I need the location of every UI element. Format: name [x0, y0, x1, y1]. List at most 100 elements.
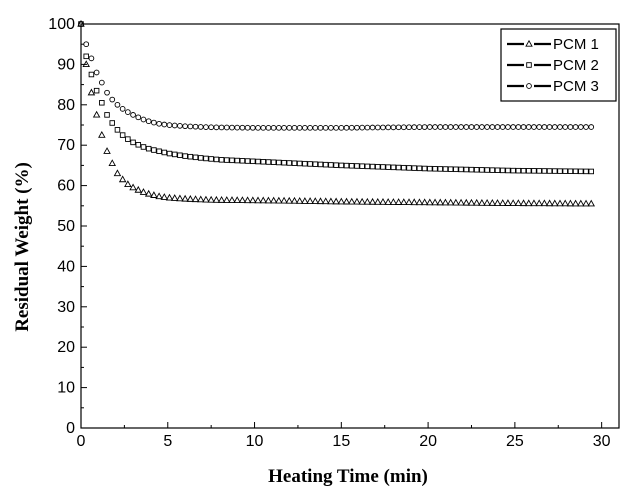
- y-tick-label: 50: [57, 218, 75, 235]
- data-point: [328, 124, 334, 131]
- legend-marker: [526, 83, 532, 89]
- data-point: [541, 124, 548, 130]
- data-point: [125, 136, 131, 142]
- data-point: [401, 164, 407, 171]
- data-point: [447, 124, 454, 130]
- data-point: [337, 197, 346, 205]
- data-point: [493, 199, 502, 206]
- data-point: [291, 124, 298, 131]
- data-point: [129, 183, 137, 191]
- data-point: [411, 124, 418, 130]
- data-point: [223, 124, 230, 131]
- data-point: [566, 199, 575, 207]
- data-point: [233, 196, 241, 203]
- data-point: [99, 100, 105, 106]
- data-point: [405, 198, 413, 206]
- data-point: [281, 124, 287, 131]
- data-point: [557, 168, 563, 174]
- data-point: [458, 124, 464, 130]
- data-point: [317, 161, 324, 168]
- data-point: [562, 124, 569, 130]
- data-point: [583, 124, 589, 130]
- data-point: [249, 124, 256, 131]
- data-point: [578, 168, 584, 175]
- y-tick-label: 20: [57, 339, 75, 356]
- data-point: [139, 188, 148, 195]
- data-point: [161, 149, 168, 156]
- data-point: [144, 189, 153, 197]
- data-point: [98, 130, 106, 138]
- data-point: [395, 164, 402, 171]
- data-point: [130, 112, 136, 118]
- data-point: [484, 167, 490, 173]
- data-point: [505, 124, 511, 130]
- data-point: [156, 120, 162, 127]
- data-point: [536, 124, 543, 130]
- data-point: [526, 168, 532, 174]
- data-point: [307, 161, 313, 167]
- data-point: [421, 165, 428, 172]
- data-point: [515, 167, 522, 174]
- data-point: [389, 198, 398, 205]
- data-point: [483, 198, 491, 206]
- data-point: [114, 101, 121, 108]
- data-point: [134, 185, 143, 193]
- data-point: [379, 198, 387, 205]
- data-point: [457, 198, 465, 206]
- x-tick-label: 0: [77, 433, 86, 450]
- data-point: [281, 159, 287, 166]
- data-point: [171, 122, 178, 129]
- data-point: [442, 124, 449, 130]
- data-point: [333, 124, 339, 131]
- data-point: [354, 124, 360, 131]
- data-point: [280, 196, 288, 204]
- data-point: [191, 195, 200, 203]
- data-point: [286, 160, 293, 166]
- data-point: [421, 124, 428, 130]
- data-point: [208, 156, 214, 162]
- data-point: [125, 109, 131, 115]
- data-point: [255, 124, 261, 131]
- data-point: [92, 110, 101, 118]
- data-point: [567, 168, 574, 174]
- data-point: [307, 124, 313, 131]
- data-point: [577, 199, 585, 207]
- data-point: [359, 163, 365, 169]
- data-point: [468, 124, 475, 130]
- y-tick-label: 100: [48, 16, 75, 33]
- data-point: [358, 197, 366, 205]
- data-point: [182, 153, 188, 159]
- data-point: [312, 124, 319, 131]
- data-point: [494, 167, 501, 173]
- data-point: [83, 41, 90, 48]
- data-point: [453, 124, 459, 130]
- x-tick-label: 30: [593, 433, 611, 450]
- data-point: [411, 165, 417, 171]
- data-point: [234, 157, 240, 164]
- data-point: [306, 197, 314, 204]
- data-point: [488, 199, 497, 206]
- x-tick-label: 25: [506, 433, 524, 450]
- data-point: [562, 168, 568, 174]
- data-point: [177, 122, 183, 129]
- data-point: [348, 163, 355, 169]
- data-point: [394, 198, 403, 205]
- data-point: [250, 158, 256, 165]
- data-point: [520, 124, 527, 130]
- data-point: [525, 124, 532, 130]
- data-point: [467, 198, 476, 206]
- data-point: [249, 196, 257, 204]
- data-point: [380, 124, 386, 131]
- data-point: [321, 197, 330, 205]
- data-point: [479, 167, 485, 173]
- data-point: [338, 162, 345, 169]
- data-point: [291, 160, 298, 166]
- x-tick-label: 5: [163, 433, 172, 450]
- data-point: [572, 168, 579, 175]
- data-point: [151, 147, 157, 153]
- data-point: [118, 175, 127, 183]
- data-point: [328, 162, 334, 168]
- data-point: [499, 124, 506, 130]
- data-point: [432, 124, 438, 130]
